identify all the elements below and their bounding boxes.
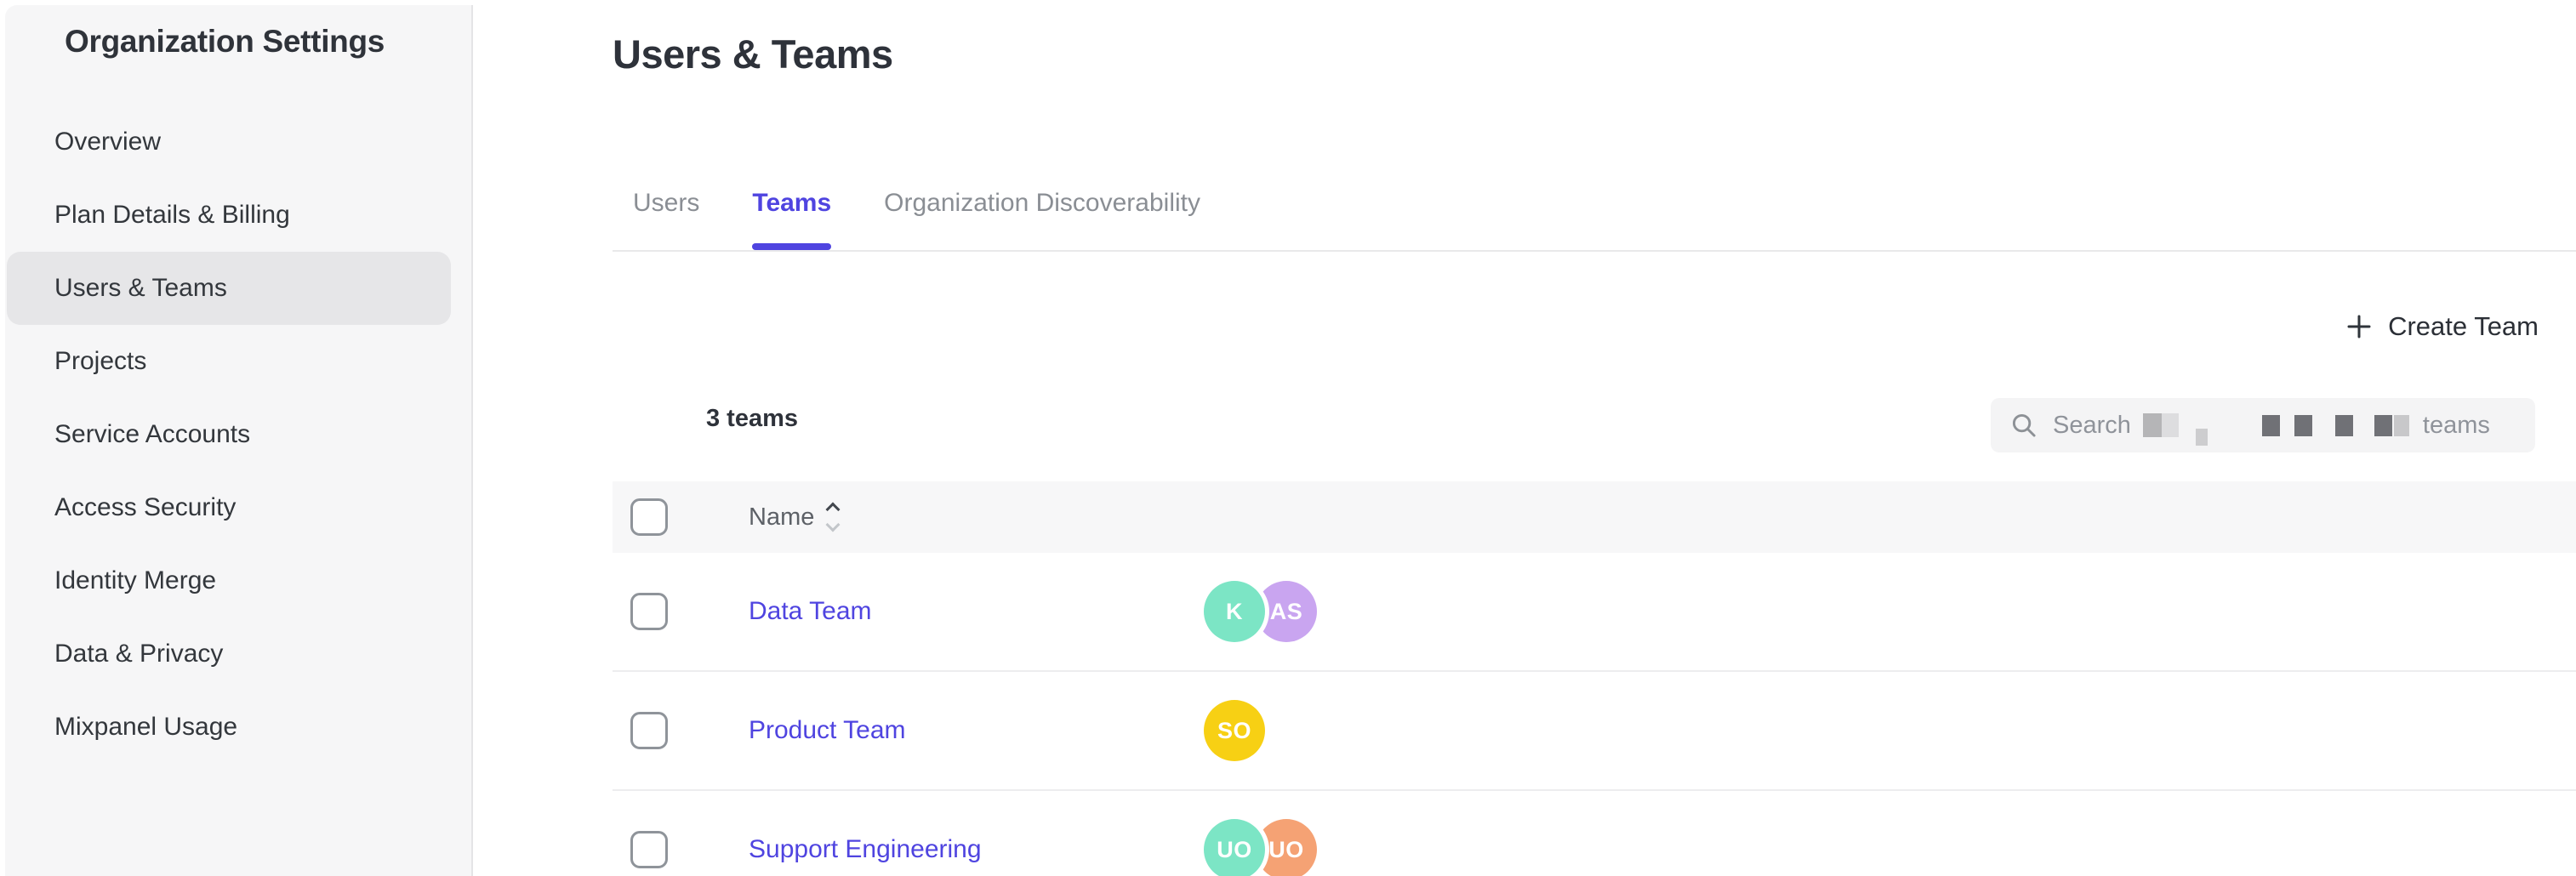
teams-count: 3 teams — [706, 405, 799, 432]
column-header-name-label: Name — [749, 503, 815, 531]
sidebar-title: Organization Settings — [65, 24, 385, 59]
sidebar-nav: Overview Plan Details & Billing Users & Te… — [5, 105, 471, 764]
redacted-text — [2131, 413, 2409, 446]
redacted-block — [2161, 413, 2179, 437]
sidebar-item-access-security[interactable]: Access Security — [54, 493, 237, 521]
row-checkbox[interactable] — [630, 593, 668, 630]
avatar: K — [1204, 581, 1265, 642]
create-team-label: Create Team — [2388, 311, 2539, 341]
sidebar-item-data-privacy[interactable]: Data & Privacy — [54, 640, 224, 668]
redacted-block — [2393, 414, 2409, 436]
sort-asc-icon — [825, 502, 841, 517]
select-all-checkbox[interactable] — [630, 498, 668, 536]
column-header-name[interactable]: Name — [749, 502, 1204, 532]
sidebar-item-mixpanel-usage[interactable]: Mixpanel Usage — [54, 713, 238, 741]
redacted-block — [2374, 414, 2392, 436]
sidebar-item-users-teams[interactable]: Users & Teams — [7, 252, 451, 325]
sort-icon — [825, 502, 841, 532]
avatar: UO — [1204, 819, 1265, 876]
avatar: AS — [1256, 581, 1317, 642]
sidebar-item-service-accounts[interactable]: Service Accounts — [54, 420, 251, 448]
tabs-divider — [613, 250, 2576, 252]
sort-desc-icon — [825, 517, 841, 532]
sidebar-item-identity-merge[interactable]: Identity Merge — [54, 566, 217, 594]
sidebar-item-overview[interactable]: Overview — [54, 128, 162, 156]
tab-bar: Users Teams Organization Discoverability — [633, 180, 1200, 250]
avatar: SO — [1204, 700, 1265, 761]
sidebar: Organization Settings Overview Plan Detai… — [5, 5, 473, 876]
team-name-link[interactable]: Data Team — [749, 597, 872, 625]
tab-teams[interactable]: Teams — [752, 180, 831, 250]
search-teams-input[interactable]: Search teams — [1991, 398, 2535, 452]
redacted-block — [2261, 414, 2280, 436]
plus-icon — [2347, 315, 2371, 338]
table-header: Name — [613, 481, 2576, 553]
table-row: Product Team SO — [613, 672, 2576, 791]
avatar-group: SO — [1204, 700, 1265, 761]
row-checkbox[interactable] — [630, 831, 668, 868]
table-row: Data Team K AS — [613, 553, 2576, 672]
team-name-link[interactable]: Support Engineering — [749, 835, 982, 863]
sidebar-item-plan-details-billing[interactable]: Plan Details & Billing — [54, 201, 290, 229]
sidebar-item-projects[interactable]: Projects — [54, 347, 147, 375]
redacted-block — [2142, 413, 2162, 437]
main-content: Users & Teams Users Teams Organization Dis… — [475, 0, 2576, 876]
row-checkbox[interactable] — [630, 712, 668, 749]
teams-table-body: Data Team K AS Product Team SO Support En… — [613, 553, 2576, 876]
page-title: Users & Teams — [613, 31, 893, 77]
table-row: Support Engineering UO UO — [613, 791, 2576, 876]
avatar-group: K AS — [1204, 581, 1317, 642]
search-icon — [2012, 413, 2036, 437]
redacted-block — [2334, 414, 2353, 436]
avatar: UO — [1256, 819, 1317, 876]
team-name-link[interactable]: Product Team — [749, 716, 906, 744]
redacted-block — [2294, 414, 2312, 436]
avatar-group: UO UO — [1204, 819, 1317, 876]
tab-organization-discoverability[interactable]: Organization Discoverability — [884, 189, 1200, 217]
tab-users[interactable]: Users — [633, 189, 700, 217]
create-team-button[interactable]: Create Team — [2345, 306, 2539, 347]
redacted-block — [2195, 429, 2208, 446]
search-placeholder-prefix: Search — [2053, 411, 2131, 439]
search-placeholder-suffix: teams — [2422, 411, 2490, 439]
